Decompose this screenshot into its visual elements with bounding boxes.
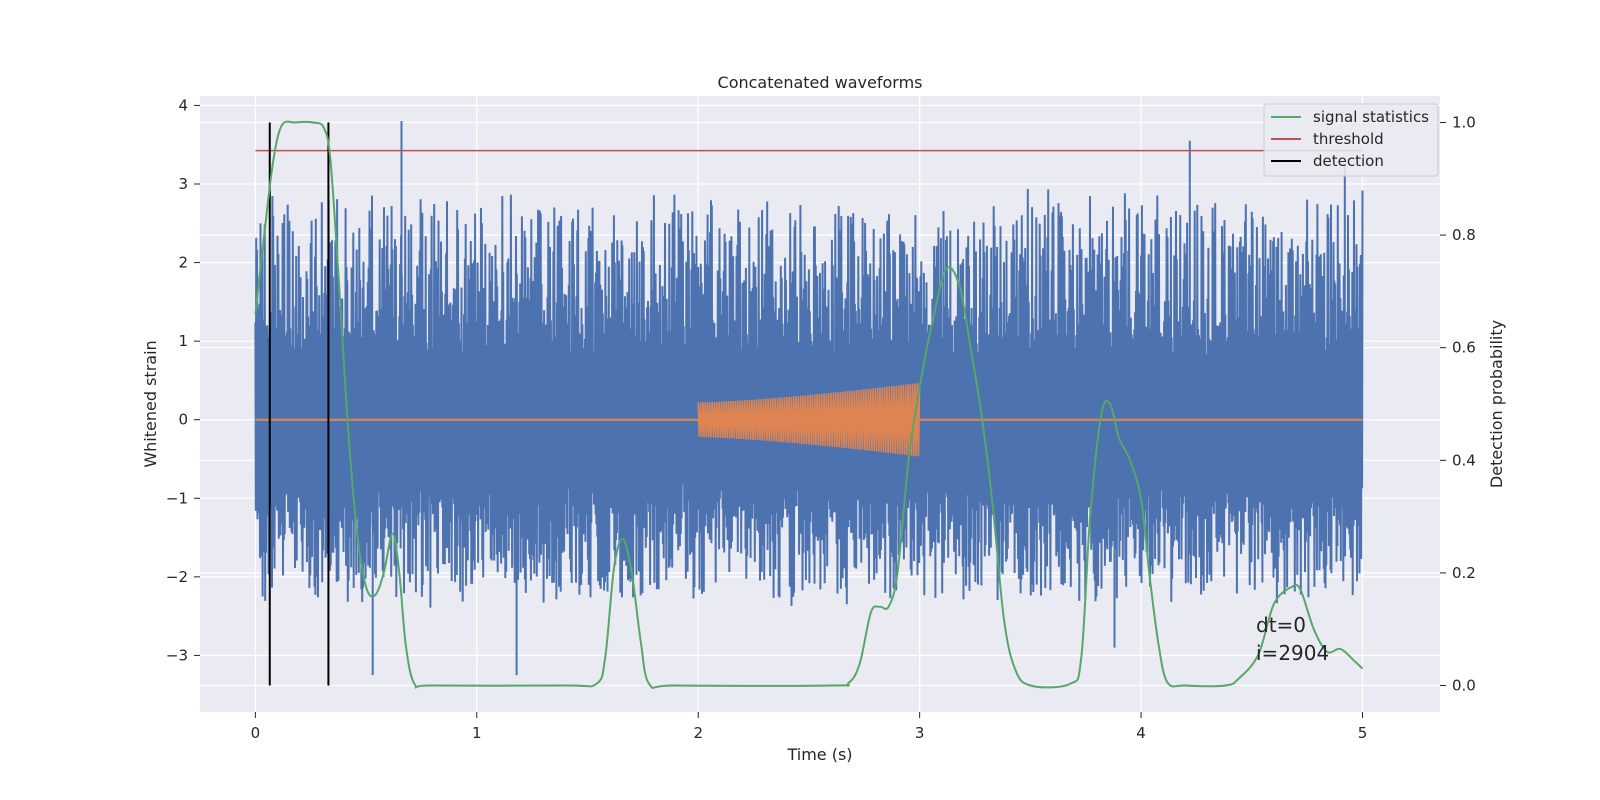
- y-axis-label: Whitened strain: [141, 340, 160, 467]
- y-tick-label: −2: [166, 568, 188, 586]
- right-y-tick-label: 0.4: [1452, 451, 1476, 469]
- x-tick-label: 3: [915, 724, 925, 742]
- right-y-tick-label: 0.0: [1452, 677, 1476, 695]
- signal-statistics-series: [254, 120, 1364, 689]
- x-tick-label: 0: [251, 724, 261, 742]
- x-axis-label: Time (s): [786, 745, 852, 764]
- right-y-tick-label: 0.6: [1452, 339, 1476, 357]
- legend-label-signal-statistics: signal statistics: [1313, 108, 1429, 126]
- y-axis-ticks: −3 −2 −1 0 1 2 3 4: [166, 96, 200, 664]
- y-tick-label: −3: [166, 646, 188, 664]
- annotation-i: i=2904: [1256, 641, 1329, 665]
- legend-label-threshold: threshold: [1313, 130, 1384, 148]
- y-tick-label: 2: [178, 254, 188, 272]
- x-tick-label: 5: [1358, 724, 1368, 742]
- legend-box: [1263, 103, 1439, 177]
- y-tick-label: 3: [178, 175, 188, 193]
- legend-label-detection: detection: [1313, 152, 1384, 170]
- right-y-tick-label: 0.8: [1452, 226, 1476, 244]
- y-tick-label: −1: [166, 489, 188, 507]
- injection-series: [697, 382, 921, 457]
- annotation-dt: dt=0: [1256, 613, 1306, 637]
- x-tick-label: 2: [693, 724, 703, 742]
- y-tick-label: 0: [178, 411, 188, 429]
- detection-lines: [268, 122, 330, 686]
- noise-series: [254, 121, 1364, 676]
- right-y-axis-label: Detection probability: [1487, 320, 1506, 488]
- right-y-axis-ticks: 0.0 0.2 0.4 0.6 0.8 1.0: [1440, 113, 1476, 695]
- right-y-tick-label: 1.0: [1452, 113, 1476, 131]
- y-tick-label: 1: [178, 332, 188, 350]
- x-tick-label: 1: [472, 724, 482, 742]
- chart-title: Concatenated waveforms: [718, 73, 923, 92]
- y-tick-label: 4: [178, 96, 188, 114]
- x-tick-label: 4: [1136, 724, 1146, 742]
- x-axis-ticks: 0 1 2 3 4 5: [251, 712, 1368, 742]
- legend: signal statistics threshold detection: [1263, 103, 1439, 177]
- plot-area: [254, 120, 1364, 689]
- right-y-tick-label: 0.2: [1452, 564, 1476, 582]
